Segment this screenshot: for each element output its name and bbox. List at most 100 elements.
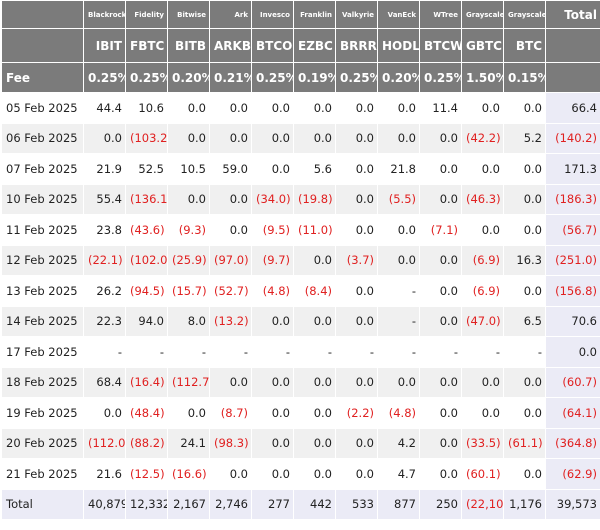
issuer-name: Valkyrie <box>335 0 378 29</box>
flow-value-cell: 0.0 <box>461 153 504 185</box>
ticker-symbol: BRRR <box>335 28 378 63</box>
flow-value-cell: (112.7) <box>167 366 210 398</box>
flow-value-cell: 0.0 <box>209 122 252 154</box>
fund-total-cell: 277 <box>251 488 294 520</box>
flow-value-cell: 0.0 <box>83 122 126 154</box>
issuer-name: WTree <box>419 0 462 29</box>
fee-value: 0.25% <box>335 62 378 93</box>
flow-value-cell: 0.0 <box>503 183 546 215</box>
flow-value-cell: - <box>419 336 462 368</box>
flow-value-cell: 0.0 <box>293 244 336 276</box>
flow-value-cell: (102.0) <box>125 244 168 276</box>
date-cell: 19 Feb 2025 <box>1 397 84 429</box>
flow-value-cell: (9.5) <box>251 214 294 246</box>
table-row: 05 Feb 2025 44.4 10.6 0.0 0.0 0.0 0.0 0.0 0.0 11.… <box>1 92 600 124</box>
ticker-symbol: ARKB <box>209 28 252 63</box>
flow-value-cell: 0.0 <box>419 366 462 398</box>
table-row: 12 Feb 2025(22.1)(102.0)(25.9)(97.0)(9.7… <box>1 244 600 276</box>
fee-value: 0.25% <box>83 62 126 93</box>
flow-value-cell: 5.2 <box>503 122 546 154</box>
flow-value-cell: 0.0 <box>251 153 294 185</box>
flow-value-cell: 4.7 <box>377 458 420 490</box>
flow-value-cell: 0.0 <box>293 122 336 154</box>
flow-value-cell: (8.4) <box>293 275 336 307</box>
issuer-name: Bitwise <box>167 0 210 29</box>
fund-total-cell: 40,879 <box>83 488 126 520</box>
flow-value-cell: - <box>251 336 294 368</box>
flow-value-cell: (52.7) <box>209 275 252 307</box>
flow-value-cell: 0.0 <box>251 92 294 124</box>
flow-value-cell: 0.0 <box>167 397 210 429</box>
flow-value-cell: (2.2) <box>335 397 378 429</box>
flow-value-cell: (15.7) <box>167 275 210 307</box>
table-row: 07 Feb 2025 21.9 52.5 10.5 59.0 0.0 5.6 0.0 21.8… <box>1 153 600 185</box>
flow-value-cell: 0.0 <box>419 244 462 276</box>
flow-value-cell: 0.0 <box>419 397 462 429</box>
flow-value-cell: 0.0 <box>251 427 294 459</box>
flow-value-cell: 44.4 <box>83 92 126 124</box>
ticker-symbol: GBTC <box>461 28 504 63</box>
flow-value-cell: 59.0 <box>209 153 252 185</box>
flow-value-cell: 10.6 <box>125 92 168 124</box>
table-row: 19 Feb 2025 0.0 (48.4) 0.0 (8.7) 0.0 0.0 (2.2)(… <box>1 397 600 429</box>
fee-value: 1.50% <box>461 62 504 93</box>
flow-value-cell: 0.0 <box>503 458 546 490</box>
flow-value-cell: 11.4 <box>419 92 462 124</box>
flow-value-cell: 0.0 <box>209 214 252 246</box>
flow-value-cell: (4.8) <box>251 275 294 307</box>
flow-value-cell: 0.0 <box>419 275 462 307</box>
issuer-name: Fidelity <box>125 0 168 29</box>
flow-value-cell: - <box>461 336 504 368</box>
flow-value-cell: 21.9 <box>83 153 126 185</box>
flow-value-cell: (7.1) <box>419 214 462 246</box>
date-cell: 06 Feb 2025 <box>1 122 84 154</box>
row-total-cell: (62.9) <box>545 458 600 490</box>
flow-value-cell: (43.6) <box>125 214 168 246</box>
row-total-cell: 171.3 <box>545 153 600 185</box>
flow-value-cell: - <box>377 336 420 368</box>
flow-value-cell: (88.2) <box>125 427 168 459</box>
flow-value-cell: 0.0 <box>461 92 504 124</box>
flow-value-cell: - <box>335 336 378 368</box>
flow-value-cell: (94.5) <box>125 275 168 307</box>
flow-value-cell: 0.0 <box>167 122 210 154</box>
fund-total-cell: 12,332 <box>125 488 168 520</box>
flow-value-cell: 0.0 <box>335 458 378 490</box>
ticker-symbol: FBTC <box>125 28 168 63</box>
flow-value-cell: - <box>125 336 168 368</box>
row-total-cell: (56.7) <box>545 214 600 246</box>
flow-value-cell: (13.2) <box>209 305 252 337</box>
totals-label: Total <box>1 488 84 520</box>
flow-value-cell: 0.0 <box>335 275 378 307</box>
date-cell: 07 Feb 2025 <box>1 153 84 185</box>
flow-value-cell: (33.5) <box>461 427 504 459</box>
fee-value: 0.19% <box>293 62 336 93</box>
date-cell: 13 Feb 2025 <box>1 275 84 307</box>
flow-value-cell: 0.0 <box>335 366 378 398</box>
fund-total-cell: 877 <box>377 488 420 520</box>
flow-value-cell: (60.1) <box>461 458 504 490</box>
date-cell: 05 Feb 2025 <box>1 92 84 124</box>
ticker-symbol: BITB <box>167 28 210 63</box>
flow-value-cell: 0.0 <box>377 366 420 398</box>
flow-value-cell: (42.2) <box>461 122 504 154</box>
ticker-symbol: EZBC <box>293 28 336 63</box>
flow-value-cell: 0.0 <box>335 122 378 154</box>
flow-value-cell: 26.2 <box>83 275 126 307</box>
flow-value-cell: (9.7) <box>251 244 294 276</box>
flow-value-cell: 0.0 <box>419 183 462 215</box>
fund-total-cell: 1,176 <box>503 488 546 520</box>
flow-value-cell: 0.0 <box>209 366 252 398</box>
header-corner <box>545 62 600 93</box>
header-corner <box>1 28 84 63</box>
flow-value-cell: 0.0 <box>335 153 378 185</box>
flow-value-cell: (34.0) <box>251 183 294 215</box>
fee-value: 0.25% <box>125 62 168 93</box>
flow-value-cell: 5.6 <box>293 153 336 185</box>
row-total-cell: (186.3) <box>545 183 600 215</box>
fund-total-cell: 250 <box>419 488 462 520</box>
ticker-header-row: IBIT FBTC BITB ARKB BTCO EZBC BRRR HODL BTCW GBTC… <box>1 28 600 63</box>
fee-value: 0.21% <box>209 62 252 93</box>
flow-value-cell: 0.0 <box>461 397 504 429</box>
flow-value-cell: - <box>167 336 210 368</box>
